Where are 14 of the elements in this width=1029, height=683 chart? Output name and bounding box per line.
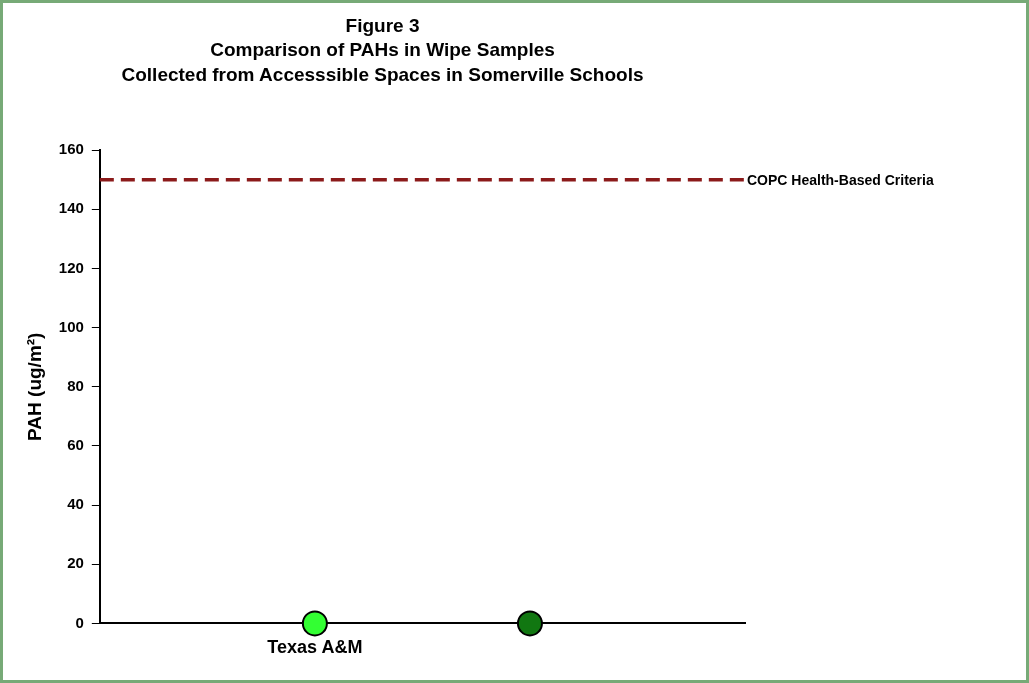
y-tick-label: 100 (58, 317, 84, 335)
x-tick-label: Texas A&M (267, 637, 363, 658)
y-tick-label: 20 (67, 554, 84, 572)
chart-subtitle: Comparison of PAHs in Wipe Samples Collected from Accesssible Spaces in Somerville Schools (121, 39, 644, 85)
y-tick-label: 160 (58, 140, 84, 158)
y-tick-label: 140 (58, 199, 84, 217)
ref-line-label: COPC Health-Based Criteria (747, 171, 934, 188)
y-tick-label: 0 (75, 613, 84, 631)
y-tick-label: 80 (67, 376, 84, 394)
y-tick-label: 120 (58, 258, 84, 276)
y-tick-label: 60 (67, 436, 84, 454)
chart-title: Figure 3 (345, 14, 420, 36)
y-tick-label: 40 (67, 495, 84, 513)
y-axis-title: PAH (ug/m²) (23, 332, 45, 441)
